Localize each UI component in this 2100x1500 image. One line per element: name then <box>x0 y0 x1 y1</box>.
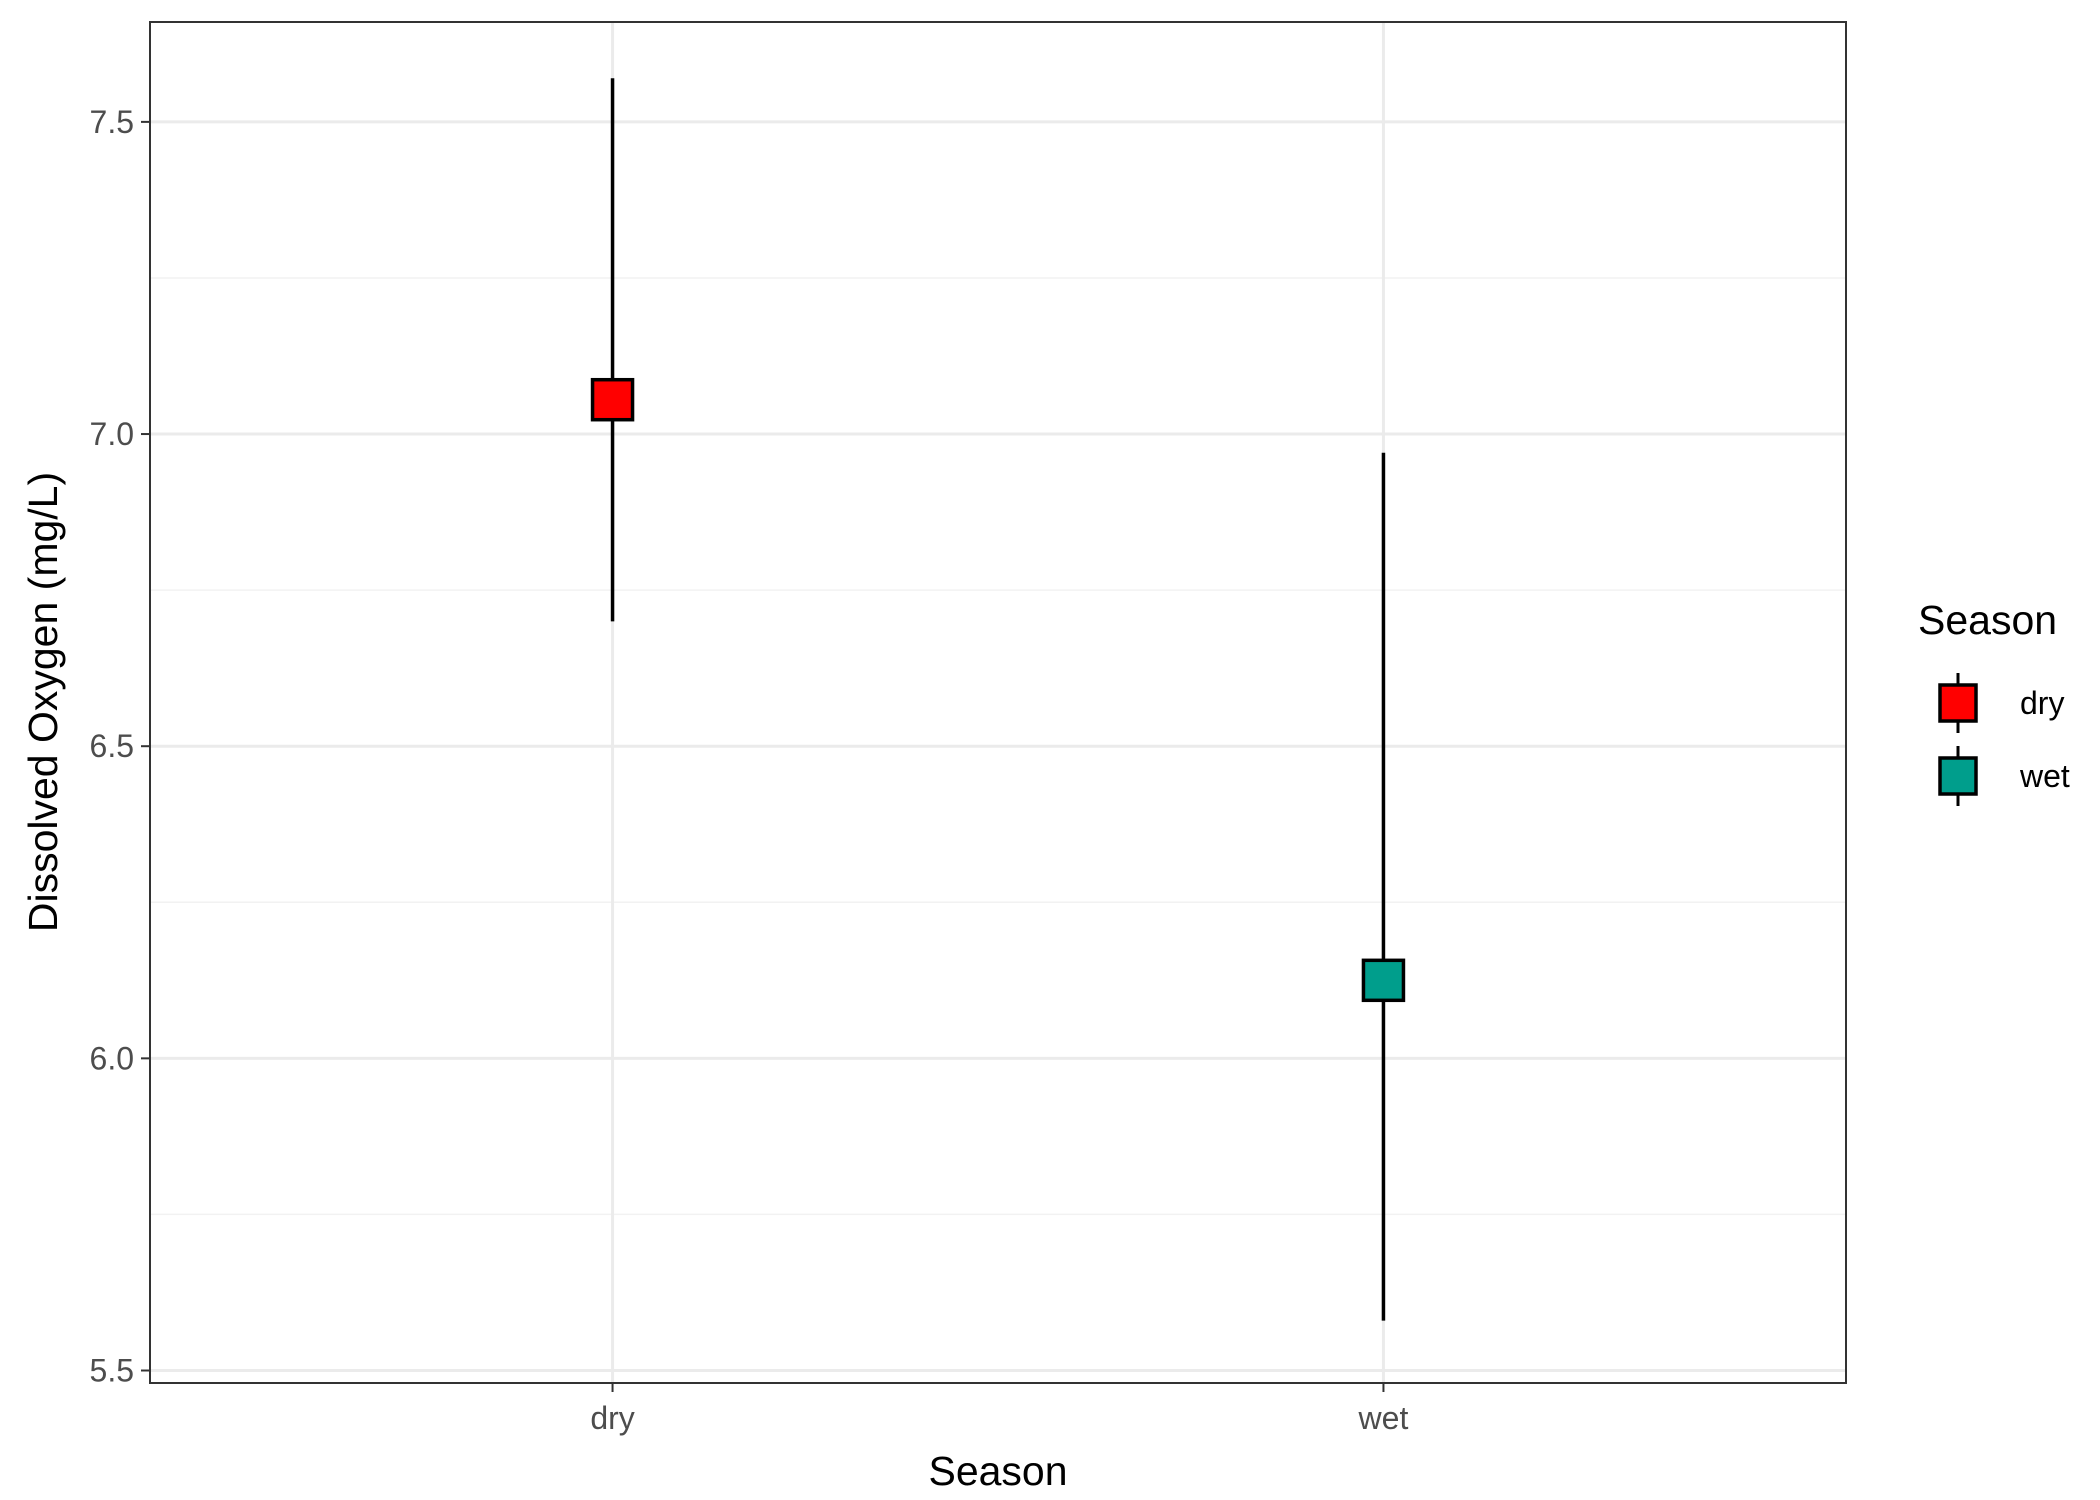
error-bars <box>610 78 1386 1321</box>
y-tick-label: 7.0 <box>90 416 134 452</box>
y-axis: 5.5 6.0 6.5 7.0 7.5 <box>90 104 150 1389</box>
y-tick-label: 6.0 <box>90 1040 134 1076</box>
plot-panel <box>149 21 1847 1384</box>
y-tick-label: 7.5 <box>90 104 134 140</box>
y-tick-label: 5.5 <box>90 1353 134 1389</box>
panel-border <box>149 21 1847 1384</box>
y-axis-title: Dissolved Oxygen (mg/L) <box>20 472 66 932</box>
x-axis: dry wet <box>590 1383 1408 1436</box>
x-tick-label: dry <box>590 1400 634 1436</box>
grid-minor <box>150 277 1846 1216</box>
legend-label-wet: wet <box>2019 758 2070 794</box>
panel-background <box>150 22 1846 1383</box>
legend-key-dry <box>1938 683 1978 723</box>
legend-items: dry wet <box>1938 673 2070 806</box>
legend-key-wet <box>1938 756 1978 796</box>
point-wet <box>1361 958 1406 1003</box>
x-axis-title: Season <box>928 1448 1067 1494</box>
data-points <box>590 377 1406 1003</box>
x-tick-label: wet <box>1358 1400 1409 1436</box>
legend-title: Season <box>1918 597 2057 643</box>
point-dry <box>590 377 635 422</box>
legend-label-dry: dry <box>2020 685 2064 721</box>
legend: Season dry wet <box>1918 597 2070 806</box>
y-tick-label: 6.5 <box>90 728 134 764</box>
